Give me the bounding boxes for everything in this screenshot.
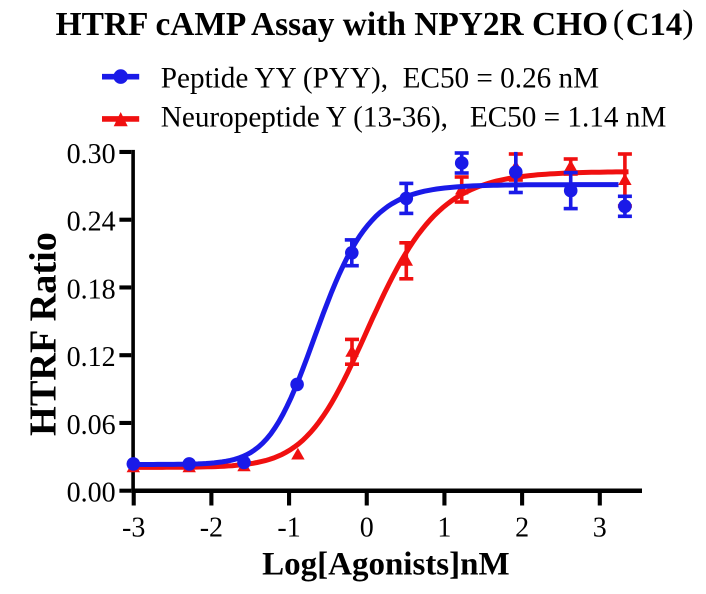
svg-text:HTRF Ratio: HTRF Ratio (23, 232, 65, 436)
svg-text:(: ( (613, 3, 624, 41)
svg-text:0.12: 0.12 (67, 342, 116, 373)
svg-text:0.00: 0.00 (67, 478, 116, 509)
svg-text:0.24: 0.24 (67, 207, 116, 238)
svg-text:-3: -3 (122, 512, 145, 543)
svg-text:1: 1 (437, 512, 451, 543)
svg-text:HTRF cAMP Assay with NPY2R CHO: HTRF cAMP Assay with NPY2R CHO (56, 6, 608, 43)
svg-text:3: 3 (593, 512, 607, 543)
svg-text:0.30: 0.30 (67, 139, 116, 170)
svg-text:2: 2 (515, 512, 529, 543)
svg-text:-1: -1 (277, 512, 300, 543)
svg-text:): ) (682, 3, 693, 41)
svg-text:-2: -2 (200, 512, 223, 543)
svg-text:C14: C14 (626, 7, 682, 43)
svg-text:Log[Agonists]nM: Log[Agonists]nM (262, 546, 510, 582)
svg-text:0: 0 (360, 512, 374, 543)
svg-text:0.18: 0.18 (67, 274, 116, 305)
svg-text:0.06: 0.06 (67, 410, 116, 441)
svg-text:Peptide YY (PYY), EC50 = 0.26: Peptide YY (PYY), EC50 = 0.26 nM (161, 62, 599, 94)
svg-text:Neuropeptide Y (13-36), EC50: Neuropeptide Y (13-36), EC50 = 1.14 nM (161, 102, 667, 134)
